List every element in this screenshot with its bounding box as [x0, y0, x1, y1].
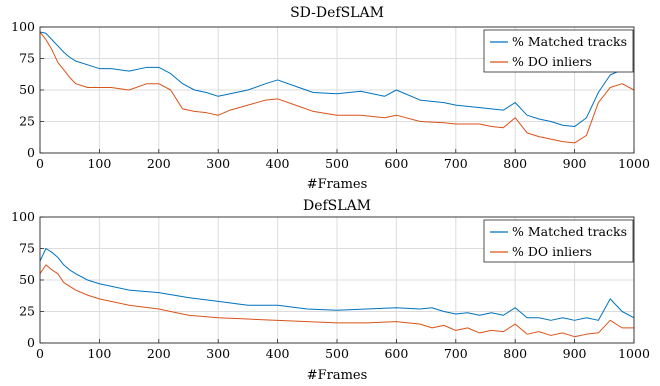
x-tick-label: 200	[147, 346, 171, 361]
y-tick-label: 75	[19, 241, 35, 256]
x-tick-label: 1000	[618, 156, 650, 171]
panel2-legend-label-inliers: % DO inliers	[512, 244, 592, 259]
y-tick-label: 100	[11, 19, 35, 34]
panel-sd-defslam: SD-DefSLAM 0 100 200 300 400 500 600 700 800 900 1…	[11, 5, 650, 192]
series-do-inliers-line	[39, 264, 634, 338]
y-tick-label: 50	[19, 272, 35, 287]
panel1-legend-label-inliers: % DO inliers	[512, 54, 592, 69]
x-tick-label: 100	[87, 346, 111, 361]
x-tick-label: 800	[503, 156, 527, 171]
y-tick-label: 50	[19, 82, 35, 97]
x-tick-label: 500	[325, 156, 349, 171]
y-tick-label: 0	[27, 145, 35, 160]
panel2-legend-label-matched: % Matched tracks	[512, 224, 627, 239]
panel2-legend-box	[483, 219, 634, 263]
x-tick-label: 0	[36, 346, 44, 361]
panel1-title: SD-DefSLAM	[290, 5, 384, 21]
y-tick-label: 100	[11, 209, 35, 224]
x-tick-label: 800	[503, 346, 527, 361]
x-tick-label: 1000	[618, 346, 650, 361]
panel2-x-tick-labels: 0 100 200 300 400 500 600 700 800 900 1000	[36, 339, 650, 361]
x-tick-label: 700	[444, 156, 468, 171]
series-matched-tracks-line	[39, 248, 635, 321]
x-tick-label: 300	[206, 156, 230, 171]
y-tick-label: 25	[19, 304, 35, 319]
x-tick-label: 900	[563, 346, 587, 361]
x-tick-label: 400	[266, 346, 290, 361]
series-do-inliers-line	[39, 31, 635, 144]
x-tick-label: 500	[325, 346, 349, 361]
panel2-plot-area	[39, 248, 635, 338]
y-tick-label: 25	[19, 114, 35, 129]
panel1-legend-box	[483, 29, 634, 73]
y-tick-label: 0	[27, 335, 35, 350]
panel1-legend: % Matched tracks % DO inliers	[483, 29, 634, 73]
series-matched-tracks-line	[39, 31, 635, 128]
x-tick-label: 400	[266, 156, 290, 171]
x-tick-label: 600	[384, 346, 408, 361]
panel1-y-tick-labels: 0 25 50 75 100	[11, 19, 44, 160]
panel-defslam: DefSLAM 0 100 200 300 400 500 600 700 800 900 1000…	[11, 198, 650, 383]
x-tick-label: 300	[206, 346, 230, 361]
panel2-x-axis-label: #Frames	[307, 368, 368, 383]
panel1-x-tick-labels: 0 100 200 300 400 500 600 700 800 900 1000	[36, 149, 650, 171]
x-tick-label: 0	[36, 156, 44, 171]
panel2-legend: % Matched tracks % DO inliers	[483, 219, 634, 263]
x-tick-label: 200	[147, 156, 171, 171]
x-tick-label: 600	[384, 156, 408, 171]
x-tick-label: 100	[87, 156, 111, 171]
panel2-y-tick-labels: 0 25 50 75 100	[11, 209, 44, 350]
panel1-legend-label-matched: % Matched tracks	[512, 34, 627, 49]
x-tick-label: 900	[563, 156, 587, 171]
x-tick-label: 700	[444, 346, 468, 361]
panel2-title: DefSLAM	[303, 198, 371, 214]
panel1-x-axis-label: #Frames	[307, 177, 368, 192]
panel1-plot-area	[39, 31, 635, 144]
y-tick-label: 75	[19, 51, 35, 66]
